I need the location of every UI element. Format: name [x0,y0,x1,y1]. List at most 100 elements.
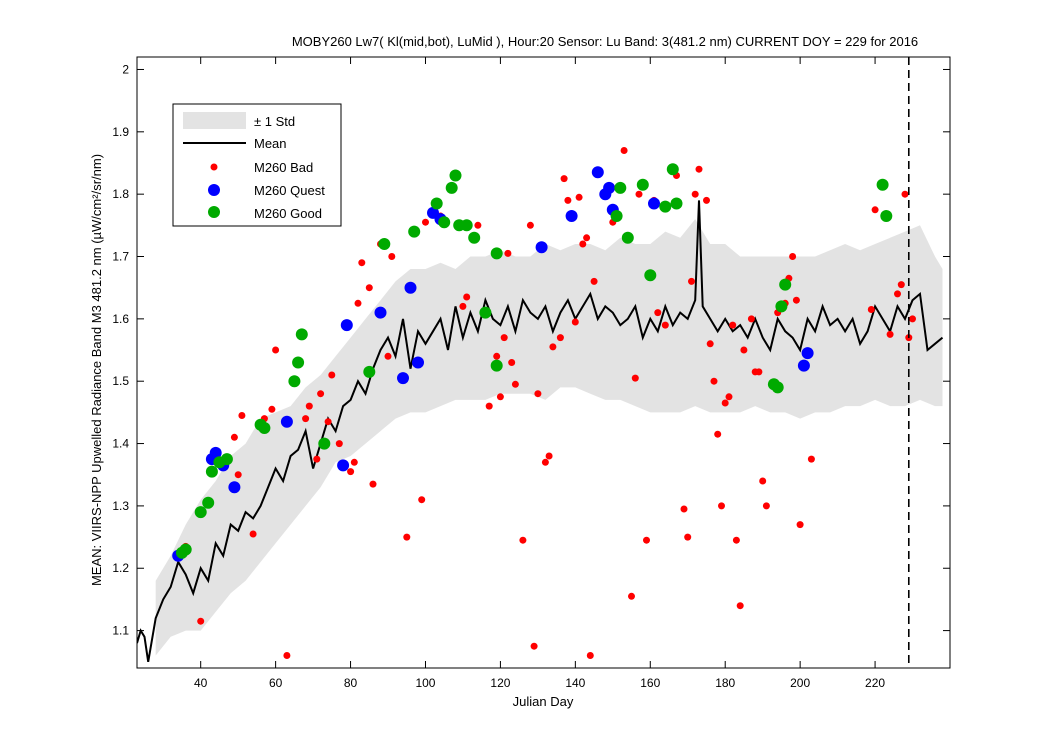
y-tick-label: 1.7 [112,250,129,264]
bad-point [586,652,594,659]
bad-point [721,399,729,407]
good-point [258,422,271,434]
bad-point [579,240,587,248]
bad-point [358,259,366,267]
bad-point [541,458,549,466]
quest-point [397,372,409,385]
bad-point [530,642,538,650]
good-point [445,181,458,194]
bad-point [654,309,662,317]
y-tick-label: 1.3 [112,499,129,513]
good-point [194,506,207,519]
bad-point [305,402,313,410]
y-tick-label: 1.8 [112,187,129,201]
good-point [378,238,391,250]
good-point [205,465,218,478]
good-point [438,216,451,229]
good-point [449,169,462,182]
bad-point [796,521,804,529]
quest-point [280,415,293,428]
good-point [363,365,376,378]
quest-point [565,210,578,222]
bad-point [628,592,635,600]
bad-point [545,452,553,460]
bad-point [324,418,332,426]
good-point [880,210,893,222]
bad-point [564,196,572,204]
x-tick-label: 180 [715,676,735,690]
bad-point [272,346,280,354]
bad-point [747,315,755,323]
bad-point [500,334,508,342]
x-tick-label: 100 [415,676,435,690]
bad-point [871,206,879,214]
bad-point [519,536,527,544]
good-point [318,437,331,450]
bad-point [714,430,722,438]
bad-point [635,190,643,198]
good-point [479,306,492,319]
bad-point [729,321,737,329]
good-point [610,210,623,222]
bad-point [230,433,238,441]
good-point [490,359,503,372]
y-tick-label: 1.6 [112,312,129,326]
bad-point [511,380,519,388]
bad-point [422,218,429,226]
bad-point [556,334,564,342]
bad-point [631,374,639,382]
bad-point [755,368,763,376]
legend-bad-marker [210,163,218,171]
bad-point [496,393,504,401]
good-point [636,178,649,191]
bad-point [583,234,591,242]
quest-point [648,197,660,210]
good-point [179,543,192,556]
bad-point [732,536,740,544]
x-tick-label: 40 [194,676,208,690]
x-tick-label: 140 [565,676,585,690]
bad-point [234,471,242,479]
bad-point [354,299,362,307]
good-point [468,231,481,244]
bad-point [418,496,426,504]
bad-point [661,321,669,329]
bad-point [691,190,699,198]
x-tick-label: 200 [790,676,810,690]
y-tick-label: 1.1 [112,624,129,638]
bad-point [485,402,493,410]
legend-mean-label: Mean [254,136,287,151]
bad-point [328,371,336,379]
quest-point [209,446,222,459]
good-point [460,219,473,232]
y-tick-label: 1.9 [112,125,129,139]
good-point [876,178,889,191]
bad-point [560,175,568,183]
bad-point [526,221,534,229]
bad-point [283,652,291,659]
good-point [202,496,215,509]
bad-point [317,390,325,398]
bad-point [590,277,598,285]
x-axis-label: Julian Day [513,694,574,709]
quest-point [591,166,604,179]
bad-point [725,393,733,401]
x-tick-label: 120 [490,676,510,690]
bad-point [867,306,875,313]
good-point [288,375,301,388]
bad-point [365,284,373,292]
y-tick-label: 1.5 [112,374,129,388]
quest-point [404,281,417,294]
good-point [408,225,421,238]
good-point [659,200,672,213]
legend-quest-marker [208,184,220,196]
good-point [430,197,443,210]
bad-point [347,468,355,476]
bad-point [508,359,516,366]
bad-point [493,352,501,360]
good-point [292,356,305,369]
legend-std-swatch [183,112,246,129]
bad-point [388,253,396,260]
x-tick-label: 220 [865,676,885,690]
